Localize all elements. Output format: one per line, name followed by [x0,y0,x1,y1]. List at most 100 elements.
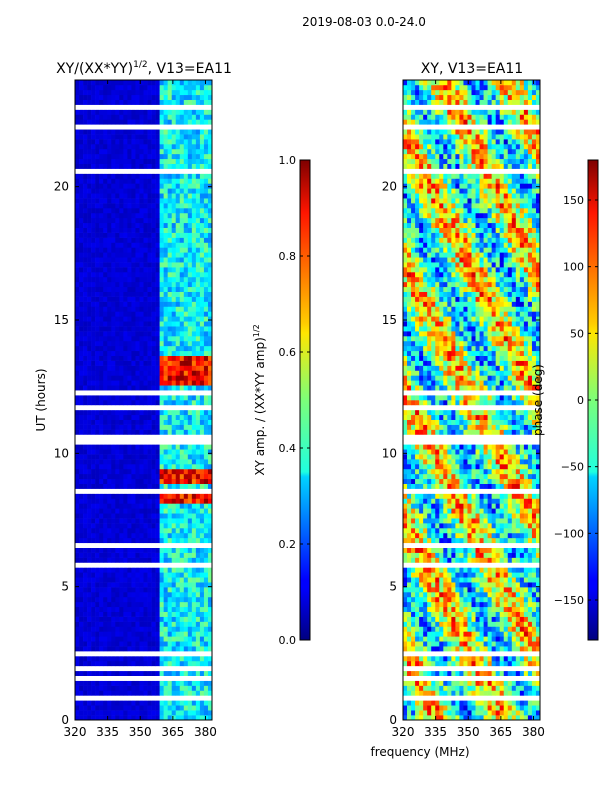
left-heatmap-cell [119,188,124,194]
left-heatmap-cell [99,478,104,484]
left-heatmap-cell [151,227,156,233]
left-heatmap-cell [195,587,201,593]
right-heatmap-cell [439,675,444,681]
left-heatmap-cell [151,242,156,248]
left-heatmap-cell [99,237,104,243]
left-heatmap-cell [143,562,148,568]
left-heatmap-cell [195,395,201,401]
left-heatmap-cell [131,587,136,593]
left-heatmap-cell [91,286,96,292]
left-heatmap-cell [191,636,197,642]
left-heatmap-cell [103,380,108,386]
left-heatmap-cell [203,370,209,376]
left-heatmap-cell [83,326,88,332]
left-heatmap-cell [115,291,120,297]
left-heatmap-cell [151,321,156,327]
left-heatmap-cell [191,582,197,588]
left-heatmap-cell [175,301,181,307]
left-heatmap-cell [75,340,80,347]
left-heatmap-cell [107,345,112,352]
right-heatmap-cell [459,646,464,652]
left-heatmap-cell [107,286,112,292]
left-heatmap-cell [175,208,181,214]
right-heatmap-cell [487,656,492,662]
left-heatmap-cell [103,414,108,420]
left-heatmap-cell [207,577,212,583]
left-heatmap-cell [151,84,156,91]
right-heatmap-cell [527,651,533,657]
left-heatmap-cell [107,700,112,706]
left-heatmap-cell [135,257,140,263]
left-heatmap-cell [151,705,156,711]
left-heatmap-cell [111,656,116,662]
left-heatmap-cell [143,80,148,86]
left-heatmap-cell [187,119,193,125]
right-heatmap-cell [495,651,501,657]
left-heatmap-cell [163,306,168,312]
left-heatmap-cell [75,365,80,371]
left-heatmap-cell [119,370,124,376]
left-heatmap-cell [167,508,173,514]
left-heatmap-cell [163,227,168,233]
left-heatmap-cell [103,616,108,622]
left-heatmap-cell [163,488,168,494]
left-heatmap-cell [75,222,80,228]
left-heatmap-cell [195,690,201,696]
left-heatmap-cell [123,124,128,130]
left-heatmap-cell [99,173,104,179]
left-heatmap-cell [115,523,120,529]
left-heatmap-cell [135,626,140,632]
left-heatmap-cell [203,345,209,352]
left-heatmap-cell [83,395,88,401]
left-heatmap-cell [159,705,164,711]
left-heatmap-cell [127,119,132,125]
left-heatmap-cell [139,572,144,578]
left-heatmap-cell [159,385,164,391]
left-heatmap-cell [159,414,164,420]
left-heatmap-cell [107,518,112,524]
left-heatmap-cell [175,316,181,322]
left-heatmap-cell [167,567,173,573]
left-heatmap-cell [107,380,112,386]
left-heatmap-cell [131,267,136,273]
left-heatmap-cell [131,139,136,145]
right-heatmap-cell [439,710,444,716]
left-heatmap-cell [167,227,173,233]
left-heatmap-cell [139,562,144,568]
right-heatmap-cell [459,700,464,706]
left-heatmap-cell [155,173,160,179]
left-heatmap-cell [183,626,189,632]
left-heatmap-cell [95,547,100,553]
left-heatmap-cell [95,493,100,499]
left-heatmap-cell [199,345,205,352]
left-heatmap-cell [107,326,112,332]
right-heatmap-cell [491,695,496,701]
left-heatmap-cell [103,316,108,322]
left-heatmap-cell [143,168,148,174]
left-heatmap-cell [91,148,96,155]
left-heatmap-cell [195,370,201,376]
left-heatmap-cell [199,705,205,711]
left-heatmap-cell [111,158,116,164]
left-heatmap-cell [127,99,132,105]
left-heatmap-cell [115,247,120,253]
left-heatmap-cell [115,651,120,657]
left-heatmap-cell [143,449,148,455]
left-heatmap-cell [203,700,209,706]
left-heatmap-cell [151,626,156,632]
left-heatmap-cell [123,670,128,676]
left-heatmap-cell [187,626,193,632]
left-heatmap-cell [139,542,144,548]
left-heatmap-cell [99,660,104,667]
left-heatmap-cell [183,606,189,612]
left-heatmap-cell [119,414,124,420]
right-heatmap-cell [507,675,513,681]
left-heatmap-cell [147,498,152,504]
right-heatmap-cell [459,695,464,701]
right-heatmap-cell [443,670,448,676]
left-heatmap-cell [115,301,120,307]
left-heatmap-cell [87,670,92,676]
left-heatmap-cell [127,365,132,371]
left-heatmap-cell [79,94,84,100]
left-heatmap-cell [135,119,140,125]
